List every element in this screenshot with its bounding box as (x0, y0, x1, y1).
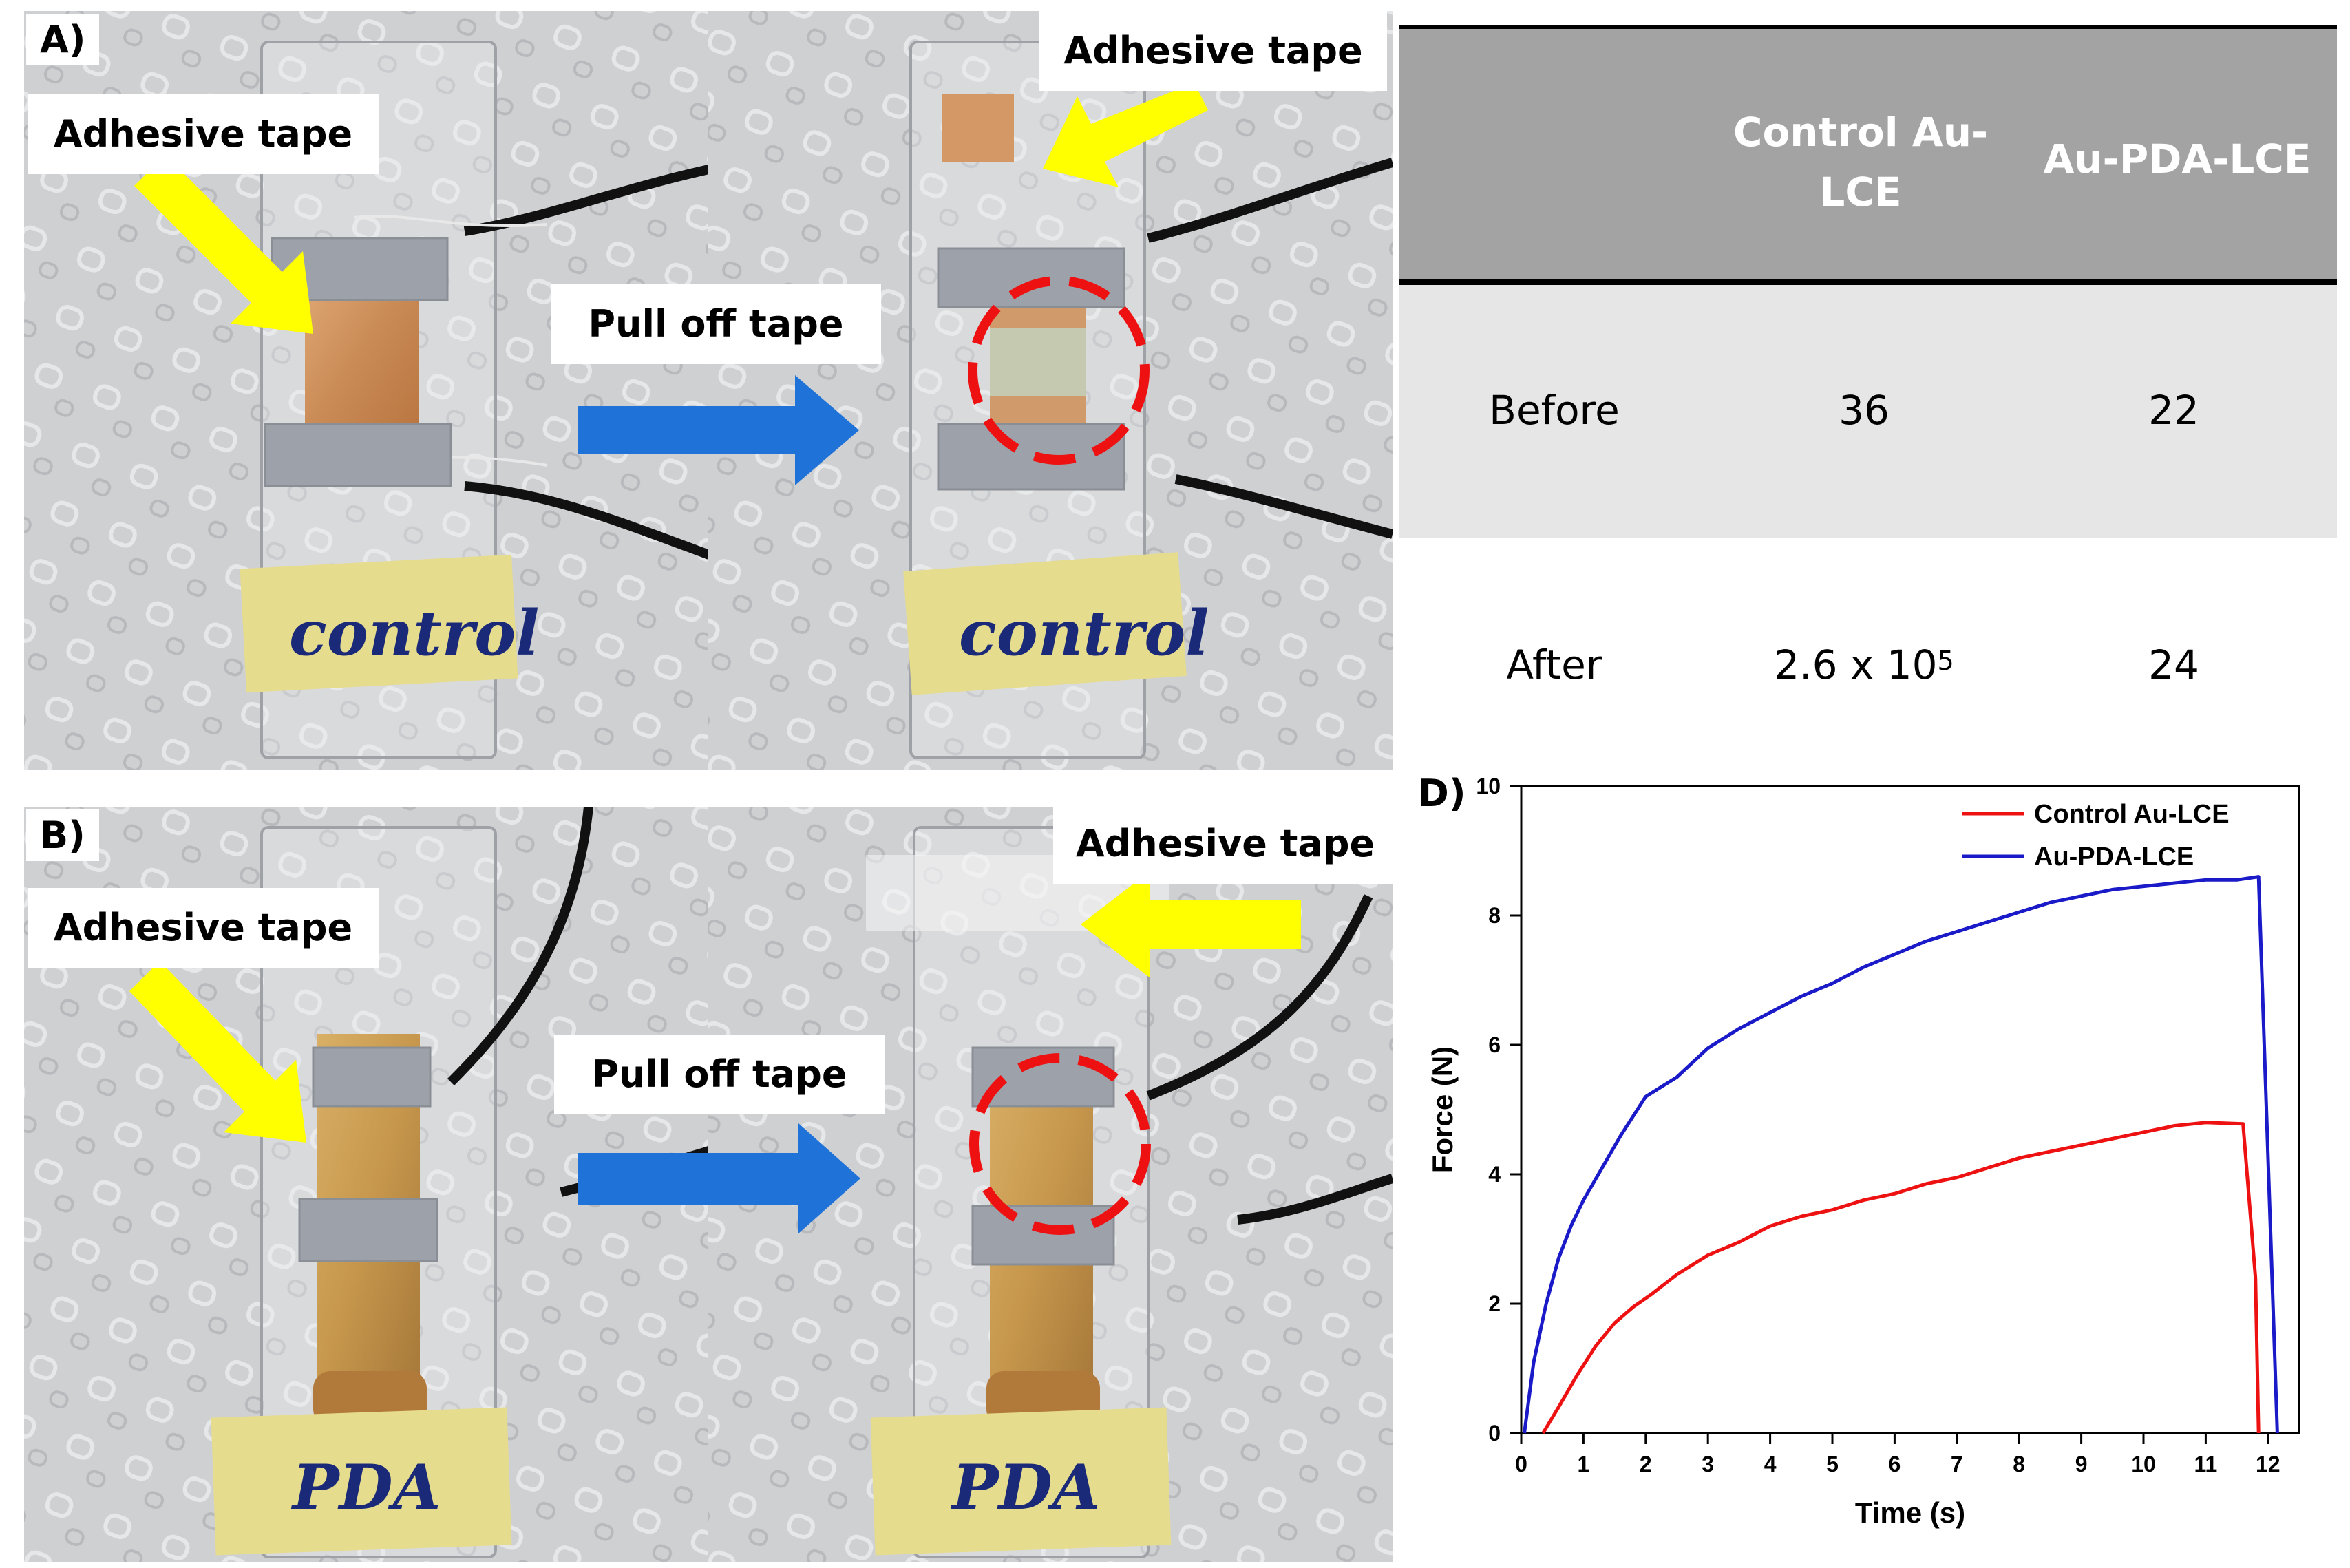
y-tick-label: 4 (1488, 1162, 1501, 1187)
table-header-control-line1: Control Au- (1733, 109, 1989, 156)
table-header-control: Control Au- LCE (1709, 100, 2012, 224)
table-row-before-control: 36 (1839, 387, 1889, 434)
x-tick-label: 9 (2075, 1452, 2088, 1476)
x-tick-label: 0 (1515, 1452, 1527, 1476)
y-tick-label: 10 (1476, 774, 1501, 798)
table-after-control-exponent: 5 (1937, 646, 1954, 676)
table-row-after-label: After (1506, 642, 1602, 688)
table-header-bg (1399, 29, 2337, 284)
adhesive-tape-label-a-right: Adhesive tape (1039, 11, 1387, 91)
x-tick-label: 3 (1702, 1452, 1714, 1476)
pull-off-label-b: Pull off tape (554, 1035, 885, 1114)
photo-b-after-scene: PDA (708, 807, 1393, 1562)
series-line-pda (1523, 875, 2279, 1434)
yellow-arrow-a-left (134, 155, 313, 334)
legend-label-pda: Au-PDA-LCE (2034, 843, 2194, 871)
label-control-text: control (289, 597, 539, 670)
table-top-rule (1399, 25, 2337, 29)
table-row-before-pda: 22 (2148, 387, 2199, 434)
y-tick-label: 0 (1488, 1421, 1501, 1445)
photo-a-after: control (708, 11, 1393, 770)
panel-letter-a: A) (26, 14, 100, 66)
x-tick-label: 7 (1951, 1452, 1963, 1476)
adhesive-tape-label-b-left: Adhesive tape (28, 888, 379, 968)
yellow-arrow-b-right (1081, 871, 1301, 977)
resistance-table: Control Au- LCE Au-PDA-LCE Before 36 22 … (1399, 25, 2337, 754)
table-header-pda: Au-PDA-LCE (2043, 135, 2311, 182)
x-tick-label: 10 (2131, 1452, 2156, 1476)
red-circle-a (968, 276, 1150, 465)
panel-letter-b: B) (26, 809, 99, 862)
x-tick-label: 12 (2256, 1452, 2280, 1476)
label-pda-text-after: PDA (950, 1451, 1101, 1524)
label-pda-text: PDA (290, 1451, 441, 1524)
table-header-rule (1399, 279, 2337, 285)
blue-arrow-a (578, 375, 859, 485)
legend-label-control: Control Au-LCE (2034, 800, 2230, 829)
annotation-overlay (129, 83, 1301, 1235)
chart-frame (1520, 785, 2300, 1434)
adhesive-tape-label-b-right: Adhesive tape (1053, 804, 1397, 884)
table-row-after-control: 2.6 x 10 5 (1709, 617, 2019, 713)
y-tick-label: 2 (1488, 1291, 1501, 1316)
table-row-before-bg (1399, 285, 2337, 538)
x-tick-label: 8 (2013, 1452, 2025, 1476)
panel-letter-d: D) (1404, 767, 1480, 820)
table-row-before-label: Before (1489, 387, 1620, 434)
x-tick-label: 2 (1640, 1452, 1652, 1476)
x-axis-label: Time (s) (1855, 1496, 1965, 1529)
table-row-after-pda: 24 (2148, 642, 2199, 688)
y-axis-label: Force (N) (1426, 1046, 1459, 1173)
x-tick-label: 1 (1578, 1452, 1590, 1476)
x-tick-label: 6 (1889, 1452, 1901, 1476)
series-line-control (1541, 1121, 2261, 1434)
yellow-arrow-b-left (129, 961, 306, 1143)
table-header-control-line2: LCE (1819, 169, 1902, 215)
photo-a-after-scene: control (708, 11, 1393, 770)
x-tick-label: 5 (1826, 1452, 1839, 1476)
red-circle-b (969, 1053, 1151, 1235)
blue-arrow-b (578, 1123, 860, 1233)
adhesive-tape-label-a-left: Adhesive tape (28, 94, 379, 174)
table-after-control-base: 2.6 x 10 (1774, 642, 1938, 688)
x-tick-label: 4 (1764, 1452, 1777, 1476)
y-tick-label: 8 (1488, 903, 1501, 928)
y-tick-label: 6 (1488, 1032, 1501, 1057)
yellow-arrow-a-right (1043, 83, 1208, 187)
label-control-text-after: control (959, 597, 1209, 670)
photo-b-after: PDA (708, 807, 1393, 1562)
x-tick-label: 11 (2194, 1452, 2217, 1476)
pull-off-label-a: Pull off tape (551, 284, 881, 364)
